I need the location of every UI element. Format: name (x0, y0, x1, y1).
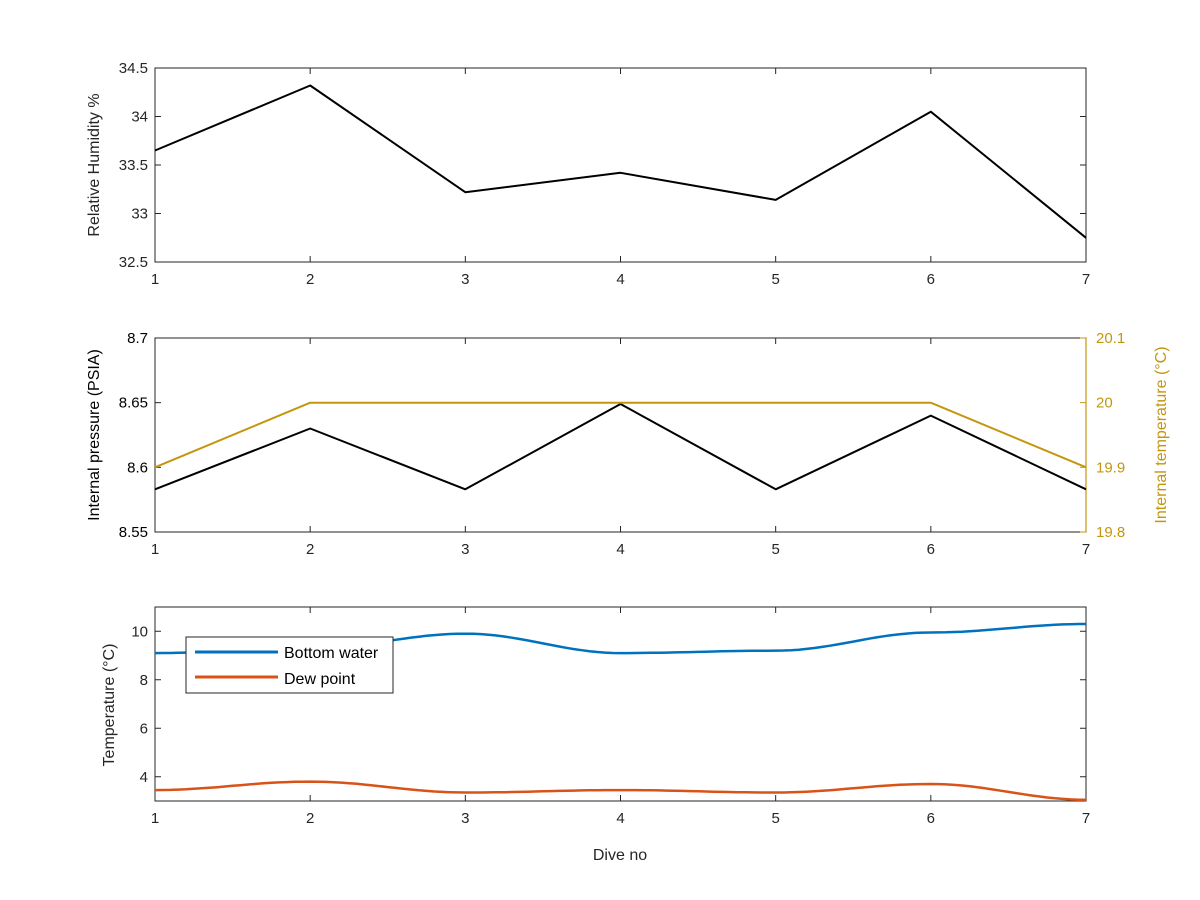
y2-tick-label: 19.9 (1096, 459, 1125, 476)
y-tick-label: 8.7 (127, 330, 148, 347)
legend: Bottom water Dew point (185, 636, 394, 694)
y-tick-label: 33 (131, 206, 148, 223)
x-tick-label: 4 (616, 541, 624, 558)
y-tick-label: 6 (140, 720, 148, 737)
temperature-y-axis-label: Temperature (°C) (101, 644, 118, 767)
y-tick-label: 8.65 (119, 395, 148, 412)
y2-tick-label: 20.1 (1096, 330, 1125, 347)
x-tick-label: 3 (461, 271, 469, 288)
x-tick-label: 4 (616, 271, 624, 288)
legend-label-bottom-water: Bottom water (284, 645, 379, 662)
y-tick-label: 4 (140, 769, 148, 786)
y-tick-label: 32.5 (119, 254, 148, 271)
x-tick-label: 6 (927, 810, 935, 827)
x-tick-label: 2 (306, 541, 314, 558)
x-tick-label: 6 (927, 271, 935, 288)
y-tick-label: 8.55 (119, 524, 148, 541)
pressure-line (154, 403, 1087, 491)
y2-tick-label: 19.8 (1096, 524, 1125, 541)
x-tick-label: 6 (927, 541, 935, 558)
x-tick-label: 7 (1082, 541, 1090, 558)
y-tick-label: 8.6 (127, 459, 148, 476)
y-tick-label: 8 (140, 672, 148, 689)
y-tick-label: 34.5 (119, 60, 148, 77)
internal-temperature-line (154, 401, 1087, 469)
x-tick-label: 2 (306, 271, 314, 288)
x-tick-label: 1 (151, 271, 159, 288)
humidity-line (154, 84, 1087, 239)
humidity-panel: Relative Humidity % 1 2 3 4 5 6 732.53333.5343… (86, 60, 1090, 288)
x-tick-label: 7 (1082, 271, 1090, 288)
x-tick-label: 5 (771, 541, 779, 558)
legend-box (185, 636, 394, 694)
pressure-y-axis-label: Internal pressure (PSIA) (86, 349, 103, 521)
x-tick-label: 5 (771, 810, 779, 827)
internal-temperature-y-axis-label: Internal temperature (°C) (1153, 346, 1170, 523)
x-tick-label: 5 (771, 271, 779, 288)
y-tick-label: 33.5 (119, 157, 148, 174)
x-tick-label: 1 (151, 810, 159, 827)
temperature-panel: Temperature (°C) Dive no 1 2 3 4 5 6 7 4 6 8 10 Bo… (101, 606, 1090, 864)
y-tick-label: 10 (131, 623, 148, 640)
x-tick-label: 1 (151, 541, 159, 558)
pressure-temperature-panel: Internal pressure (PSIA) Internal temper… (86, 330, 1170, 558)
humidity-y-axis-label: Relative Humidity % (86, 93, 103, 236)
y2-tick-label: 20 (1096, 395, 1113, 412)
dive-no-x-axis-label: Dive no (593, 847, 647, 864)
x-tick-label: 4 (616, 810, 624, 827)
x-tick-label: 2 (306, 810, 314, 827)
legend-label-dew-point: Dew point (284, 671, 356, 688)
x-tick-label: 3 (461, 541, 469, 558)
x-tick-label: 7 (1082, 810, 1090, 827)
y-tick-label: 34 (131, 109, 148, 126)
dew-point-line (154, 780, 1087, 802)
x-tick-label: 3 (461, 810, 469, 827)
